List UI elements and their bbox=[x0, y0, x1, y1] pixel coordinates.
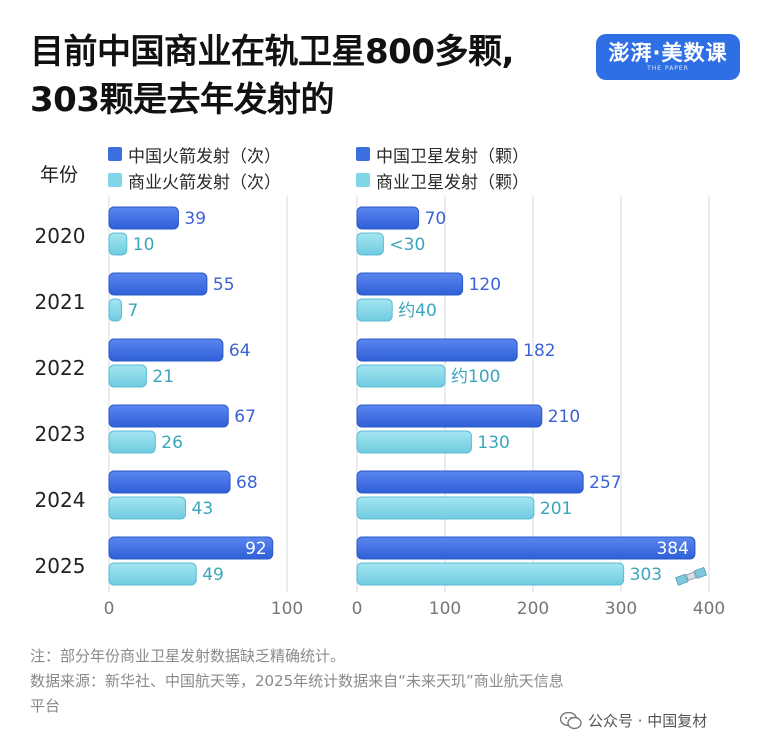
bar bbox=[356, 536, 696, 560]
bar bbox=[356, 470, 584, 494]
legend-label: 中国卫星发射（颗） bbox=[376, 146, 529, 167]
legend-item-commercial-satellite: 商业卫星发射（颗） bbox=[356, 169, 529, 193]
data-label: 67 bbox=[234, 407, 256, 427]
bar bbox=[356, 272, 464, 296]
year-label: 2022 bbox=[35, 356, 86, 380]
chart-title: 目前中国商业在轨卫星800多颗, 303颗是去年发射的 bbox=[30, 28, 590, 124]
year-label: 2021 bbox=[35, 290, 86, 314]
bar bbox=[108, 338, 224, 362]
bar bbox=[108, 298, 122, 322]
bar bbox=[108, 364, 147, 388]
data-label: 21 bbox=[152, 367, 174, 387]
legend-item-commercial-rocket: 商业火箭发射（次） bbox=[108, 169, 281, 193]
bar bbox=[356, 496, 535, 520]
x-tick-label: 400 bbox=[693, 599, 725, 619]
x-tick-label: 100 bbox=[271, 599, 303, 619]
x-tick-label: 0 bbox=[104, 599, 115, 619]
bar bbox=[108, 536, 274, 560]
data-source-continued: 平台 bbox=[30, 697, 61, 715]
bar bbox=[356, 338, 518, 362]
data-label: 182 bbox=[523, 341, 555, 361]
legend-label: 中国火箭发射（次） bbox=[128, 146, 281, 167]
data-label: 43 bbox=[192, 499, 214, 519]
year-label: 2023 bbox=[35, 422, 86, 446]
bar bbox=[108, 430, 156, 454]
bar bbox=[356, 232, 384, 256]
data-label: 10 bbox=[133, 235, 155, 255]
bar bbox=[108, 470, 231, 494]
data-label: 130 bbox=[477, 433, 509, 453]
bar bbox=[108, 206, 179, 230]
legend-swatch bbox=[108, 147, 122, 161]
x-tick-label: 100 bbox=[429, 599, 461, 619]
data-label: 303 bbox=[630, 565, 662, 585]
bar bbox=[108, 404, 229, 428]
x-tick-label: 300 bbox=[605, 599, 637, 619]
bar bbox=[356, 404, 543, 428]
legend-item-china-rocket: 中国火箭发射（次） bbox=[108, 143, 281, 167]
data-label: 约40 bbox=[398, 301, 437, 321]
year-label: 2025 bbox=[35, 554, 86, 578]
data-label: 68 bbox=[236, 473, 258, 493]
footer-account: 公众号 · 中国复材 bbox=[560, 710, 707, 731]
legend-label: 商业卫星发射（颗） bbox=[376, 172, 529, 193]
bar bbox=[356, 562, 625, 586]
bar bbox=[108, 562, 197, 586]
bar bbox=[356, 206, 420, 230]
bar bbox=[108, 496, 187, 520]
legend-swatch bbox=[356, 173, 370, 187]
data-label: 210 bbox=[548, 407, 580, 427]
data-source: 数据来源：新华社、中国航天等，2025年统计数据来自“未来天玑”商业航天信息 bbox=[30, 672, 564, 690]
footer-label: 公众号 · 中国复材 bbox=[588, 712, 708, 730]
legend-item-china-satellite: 中国卫星发射（颗） bbox=[356, 143, 529, 167]
data-label: 201 bbox=[540, 499, 572, 519]
legend-swatch bbox=[356, 147, 370, 161]
data-label: 7 bbox=[127, 301, 138, 321]
legend-label: 商业火箭发射（次） bbox=[128, 172, 281, 193]
year-column-header: 年份 bbox=[40, 164, 79, 186]
satellite-icon bbox=[675, 566, 708, 586]
x-tick-label: 0 bbox=[352, 599, 363, 619]
wechat-icon bbox=[560, 711, 582, 729]
data-label: 26 bbox=[161, 433, 183, 453]
data-label: 约100 bbox=[451, 367, 500, 387]
data-label: 120 bbox=[469, 275, 501, 295]
title-line-2: 303颗是去年发射的 bbox=[30, 80, 334, 120]
bar bbox=[356, 430, 472, 454]
year-label: 2024 bbox=[35, 488, 86, 512]
data-label: 257 bbox=[589, 473, 621, 493]
bar-chart: 0 100 2020 39 10 2021 55 7 2022 64 21 2023 67 26 2024 6… bbox=[35, 196, 725, 619]
bar bbox=[108, 232, 128, 256]
data-label: 55 bbox=[213, 275, 235, 295]
data-label: 384 bbox=[656, 539, 688, 559]
data-label: <30 bbox=[389, 235, 425, 255]
title-line-1: 目前中国商业在轨卫星800多颗, bbox=[30, 32, 514, 72]
data-label: 39 bbox=[184, 209, 206, 229]
footnote: 注：部分年份商业卫星发射数据缺乏精确统计。 bbox=[30, 647, 346, 665]
bar bbox=[356, 364, 446, 388]
bar bbox=[356, 298, 393, 322]
data-label: 49 bbox=[202, 565, 224, 585]
data-label: 64 bbox=[229, 341, 251, 361]
bar bbox=[108, 272, 208, 296]
year-label: 2020 bbox=[35, 224, 86, 248]
logo-text: 澎湃·美数课 bbox=[608, 41, 728, 65]
logo-subtext: THE PAPER bbox=[647, 65, 689, 72]
data-label: 70 bbox=[425, 209, 447, 229]
brand-logo: 澎湃·美数课 THE PAPER bbox=[596, 34, 740, 80]
x-tick-label: 200 bbox=[517, 599, 549, 619]
data-label: 92 bbox=[245, 539, 267, 559]
legend-swatch bbox=[108, 173, 122, 187]
